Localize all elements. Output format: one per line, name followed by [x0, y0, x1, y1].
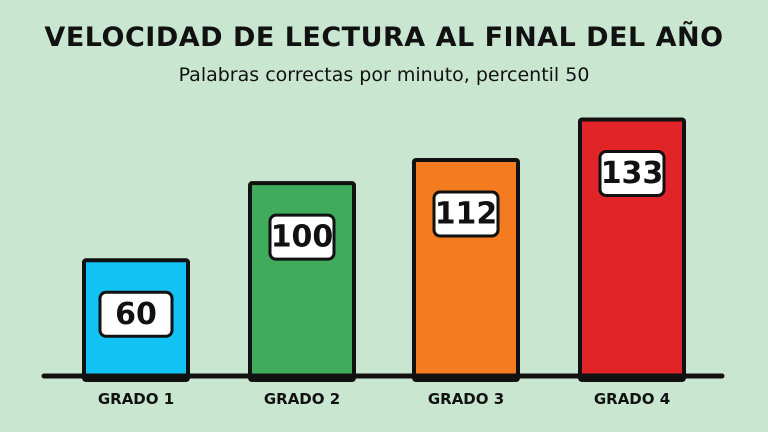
data-label-box-3	[432, 190, 500, 238]
data-label-box-4	[598, 150, 666, 197]
x-tick-label-2: GRADO 2	[264, 390, 340, 408]
data-label-2: 100	[271, 220, 334, 255]
data-label-box-1	[98, 290, 174, 338]
data-label-4: 133	[601, 156, 664, 191]
chart-title: VELOCIDAD DE LECTURA AL FINAL DEL AÑO	[44, 22, 724, 53]
data-label-3: 112	[435, 197, 498, 232]
bar-2	[248, 181, 356, 382]
data-label-box-2	[268, 213, 336, 261]
data-label-1: 60	[115, 297, 157, 332]
x-tick-label-1: GRADO 1	[98, 390, 174, 408]
x-tick-label-4: GRADO 4	[594, 390, 670, 408]
x-tick-label-3: GRADO 3	[428, 390, 504, 408]
chart-subtitle: Palabras correctas por minuto, percentil…	[178, 64, 590, 86]
